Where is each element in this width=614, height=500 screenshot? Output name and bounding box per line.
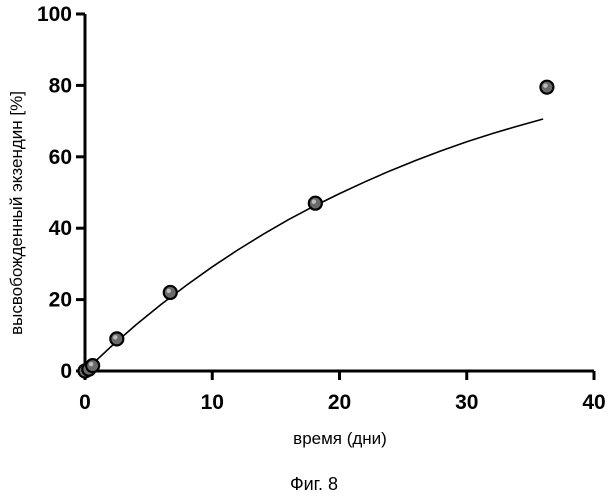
x-tick-label: 20 <box>328 391 351 414</box>
x-axis-title: время (дни) <box>293 429 387 448</box>
x-tick-label: 40 <box>582 391 605 414</box>
x-tick-label: 30 <box>455 391 478 414</box>
tick-labels: 0 20 40 60 80 100 0 10 20 30 40 <box>37 3 606 414</box>
fitted-curve <box>85 119 543 371</box>
y-axis-title: высвобожденный экзендин [%] <box>7 91 26 335</box>
data-point-highlight <box>89 362 93 366</box>
y-tick-label: 100 <box>37 3 72 26</box>
data-point-highlight <box>167 289 171 293</box>
x-tick-label: 0 <box>79 391 91 414</box>
axes <box>76 14 594 380</box>
data-point-highlight <box>113 335 117 339</box>
y-tick-label: 40 <box>49 217 72 240</box>
figure-caption: Фиг. 8 <box>290 474 338 494</box>
data-point-highlight <box>312 200 316 204</box>
data-point-highlight <box>543 83 547 87</box>
data-points-layer <box>79 81 554 378</box>
x-tick-label: 10 <box>201 391 224 414</box>
y-tick-label: 0 <box>60 360 72 383</box>
y-tick-label: 80 <box>49 74 72 97</box>
y-tick-label: 60 <box>49 146 72 169</box>
y-tick-label: 20 <box>49 289 72 312</box>
fitted-curve-layer <box>85 119 543 371</box>
